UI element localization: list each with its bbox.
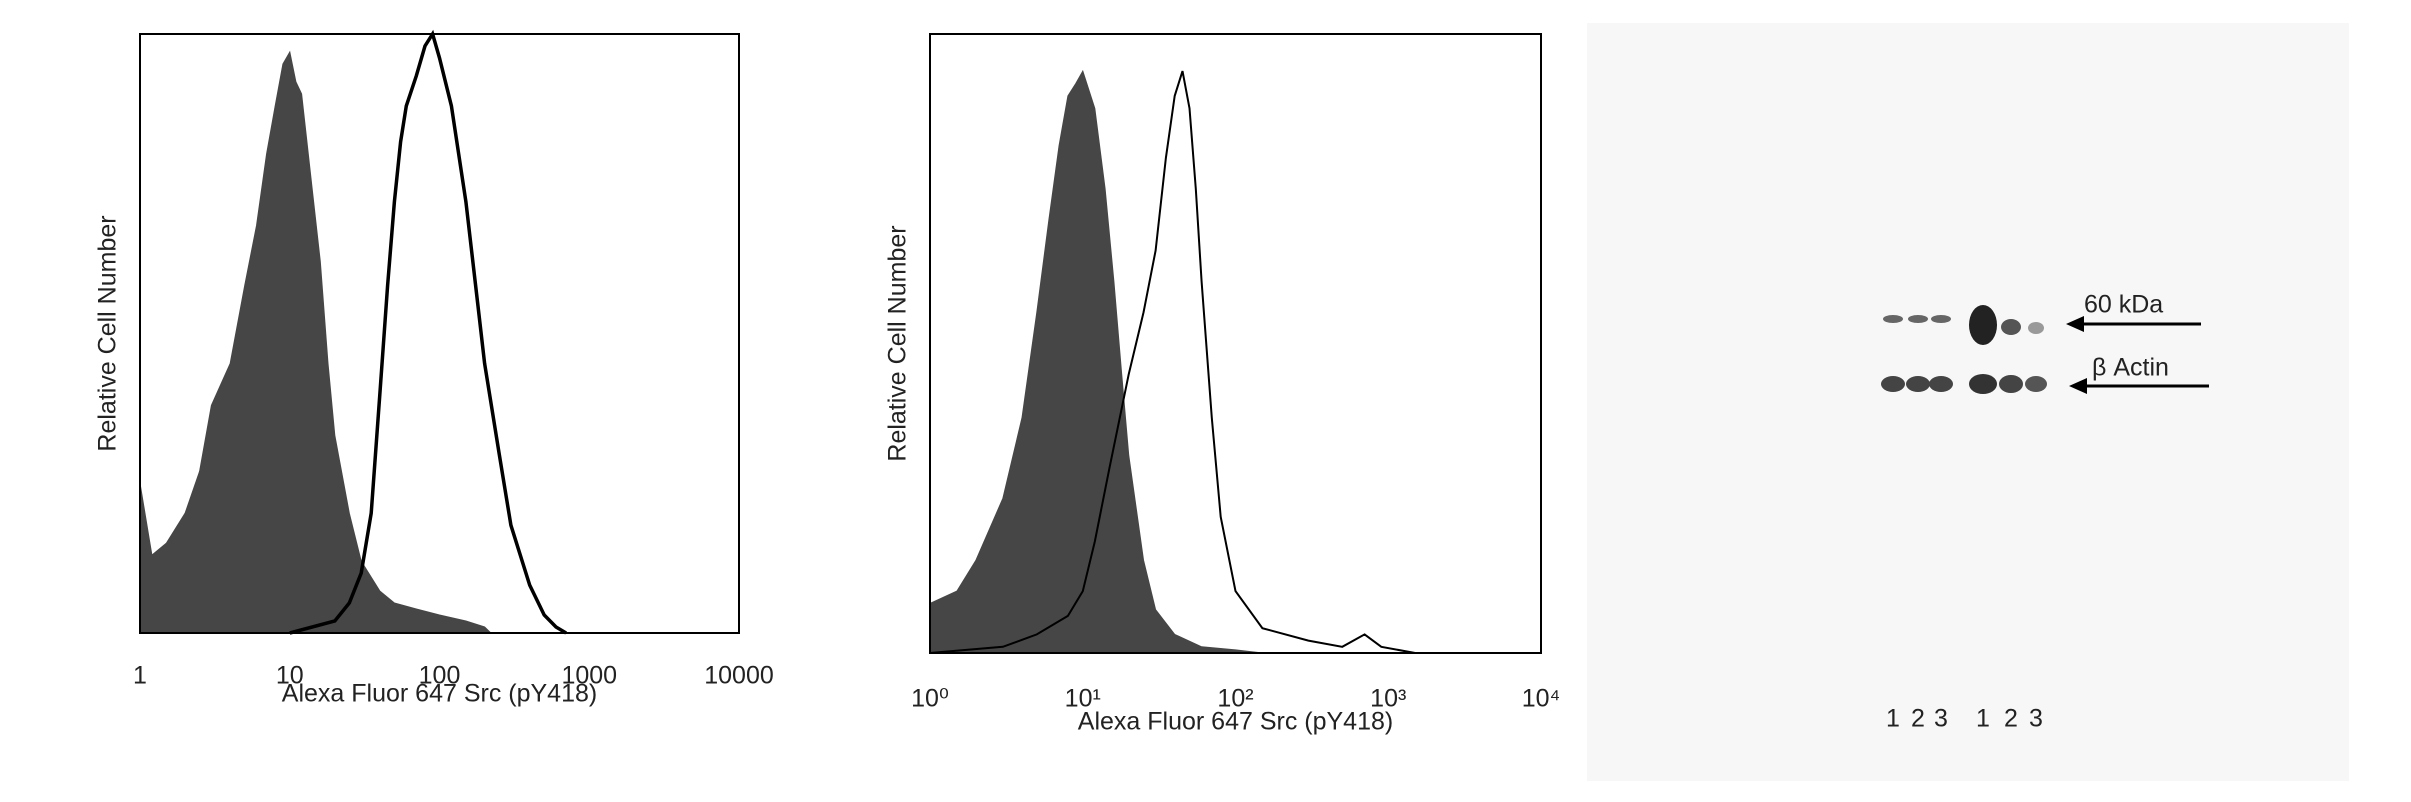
y-axis-label: Relative Cell Number xyxy=(94,215,122,451)
x-tick-label: 1 xyxy=(133,662,147,690)
area-fill xyxy=(930,71,1263,654)
blot-panel xyxy=(1587,23,2349,781)
area-fill xyxy=(140,52,491,633)
x-tick-label: 10⁴ xyxy=(1522,685,1561,713)
x-tick-label: 10000 xyxy=(704,662,774,690)
x-axis-label: Alexa Fluor 647 Src (pY418) xyxy=(282,680,597,708)
lane-label: 2 xyxy=(2004,705,2018,733)
lane-label: 1 xyxy=(1976,705,1990,733)
filled-histogram xyxy=(139,50,492,634)
lane-label: 2 xyxy=(1911,705,1925,733)
arrow-head xyxy=(2066,316,2084,332)
plot-frame xyxy=(139,33,740,634)
plot-frame xyxy=(929,33,1542,654)
bands xyxy=(1881,305,2047,394)
x-tick-label: 10² xyxy=(1217,685,1253,713)
filled-histogram xyxy=(929,69,1263,654)
histogram-panel-2: 10⁰ 10¹ 10² 10³ 10⁴ Alexa Fluor 647 Src (pY41… xyxy=(884,33,1561,736)
x-tick-label: 10 xyxy=(276,662,304,690)
outline-histogram xyxy=(929,70,1541,654)
x-tick-label: 1000 xyxy=(561,662,617,690)
x-tick-label: 10³ xyxy=(1370,685,1406,713)
lane-label: 1 xyxy=(1886,705,1900,733)
x-tick-label: 10¹ xyxy=(1065,685,1101,713)
histogram-panel-1: 1 10 100 1000 10000 Alexa Fluor 647 Src (pY41… xyxy=(94,29,774,708)
western-blot: 60 kDa β Actin 1 2 3 1 2 3 xyxy=(1587,23,2349,781)
lane-label: 3 xyxy=(1934,705,1948,733)
band-label: 60 kDa xyxy=(2084,291,2163,319)
band-label: β Actin xyxy=(2092,354,2169,382)
lane-label: 3 xyxy=(2029,705,2043,733)
arrow-head xyxy=(2069,378,2087,394)
x-tick-label: 10⁰ xyxy=(911,685,949,713)
y-axis-label: Relative Cell Number xyxy=(884,225,912,461)
x-axis-label: Alexa Fluor 647 Src (pY418) xyxy=(1078,708,1393,736)
outline-histogram xyxy=(289,29,567,635)
x-tick-label: 100 xyxy=(419,662,461,690)
